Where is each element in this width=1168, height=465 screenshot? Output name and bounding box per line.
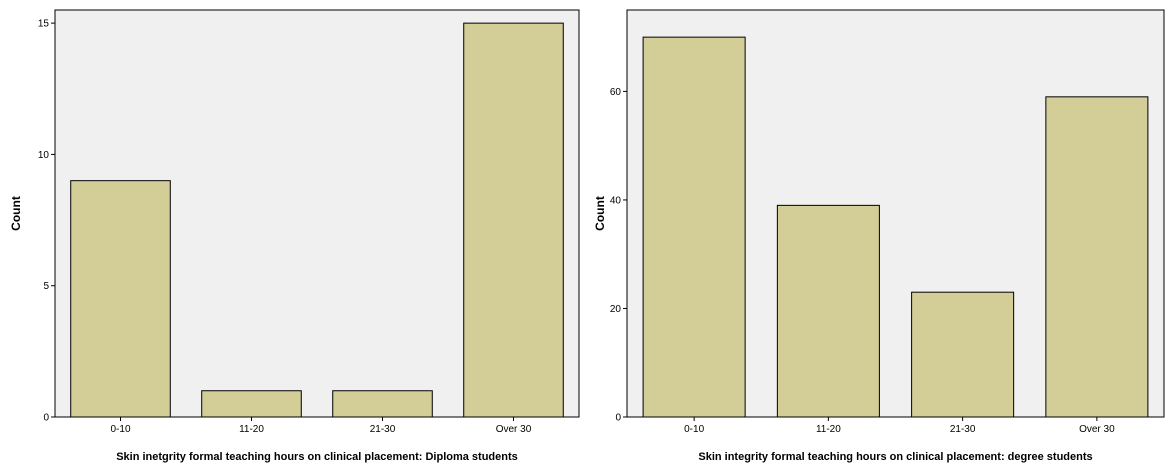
y-tick-label: 40	[610, 195, 622, 206]
bar-0-10	[642, 36, 746, 418]
x-tick-label: 0-10	[684, 424, 704, 435]
x-tick-label: 11-20	[816, 424, 841, 435]
diploma-students-bar-chart: 0 5 10 15 0-10 11-20 21-30 Over 30 Skin inetgrit…	[9, 9, 580, 463]
y-tick-label: 0	[615, 413, 621, 424]
bar-11-20	[201, 390, 302, 418]
bar-over-30	[1045, 96, 1149, 418]
y-tick-label: 20	[610, 304, 622, 315]
bar-21-30	[332, 390, 433, 418]
x-tick-label: Over 30	[1079, 424, 1115, 435]
degree-students-bar-chart: 0 20 40 60 0-10 11-20 21-30 Over 30 Skin integri…	[593, 9, 1165, 463]
y-tick-label: 5	[43, 281, 49, 292]
y-axis-title: Count	[9, 196, 23, 231]
y-axis-title: Count	[593, 196, 607, 231]
bar-0-10	[70, 180, 171, 418]
x-tick-label: Over 30	[496, 424, 532, 435]
x-axis-title: Skin inetgrity formal teaching hours on …	[116, 451, 518, 463]
x-tick-label: 21-30	[950, 424, 976, 435]
y-tick-label: 0	[43, 413, 49, 424]
x-tick-label: 0-10	[110, 424, 130, 435]
y-tick-label: 15	[38, 19, 50, 30]
y-tick-label: 10	[38, 150, 50, 161]
bar-over-30	[463, 22, 564, 418]
bar-21-30	[911, 291, 1015, 418]
x-tick-label: 11-20	[239, 424, 264, 435]
x-tick-label: 21-30	[370, 424, 396, 435]
x-axis-title: Skin integrity formal teaching hours on …	[698, 451, 1092, 463]
bar-11-20	[776, 204, 880, 418]
y-tick-label: 60	[610, 87, 622, 98]
